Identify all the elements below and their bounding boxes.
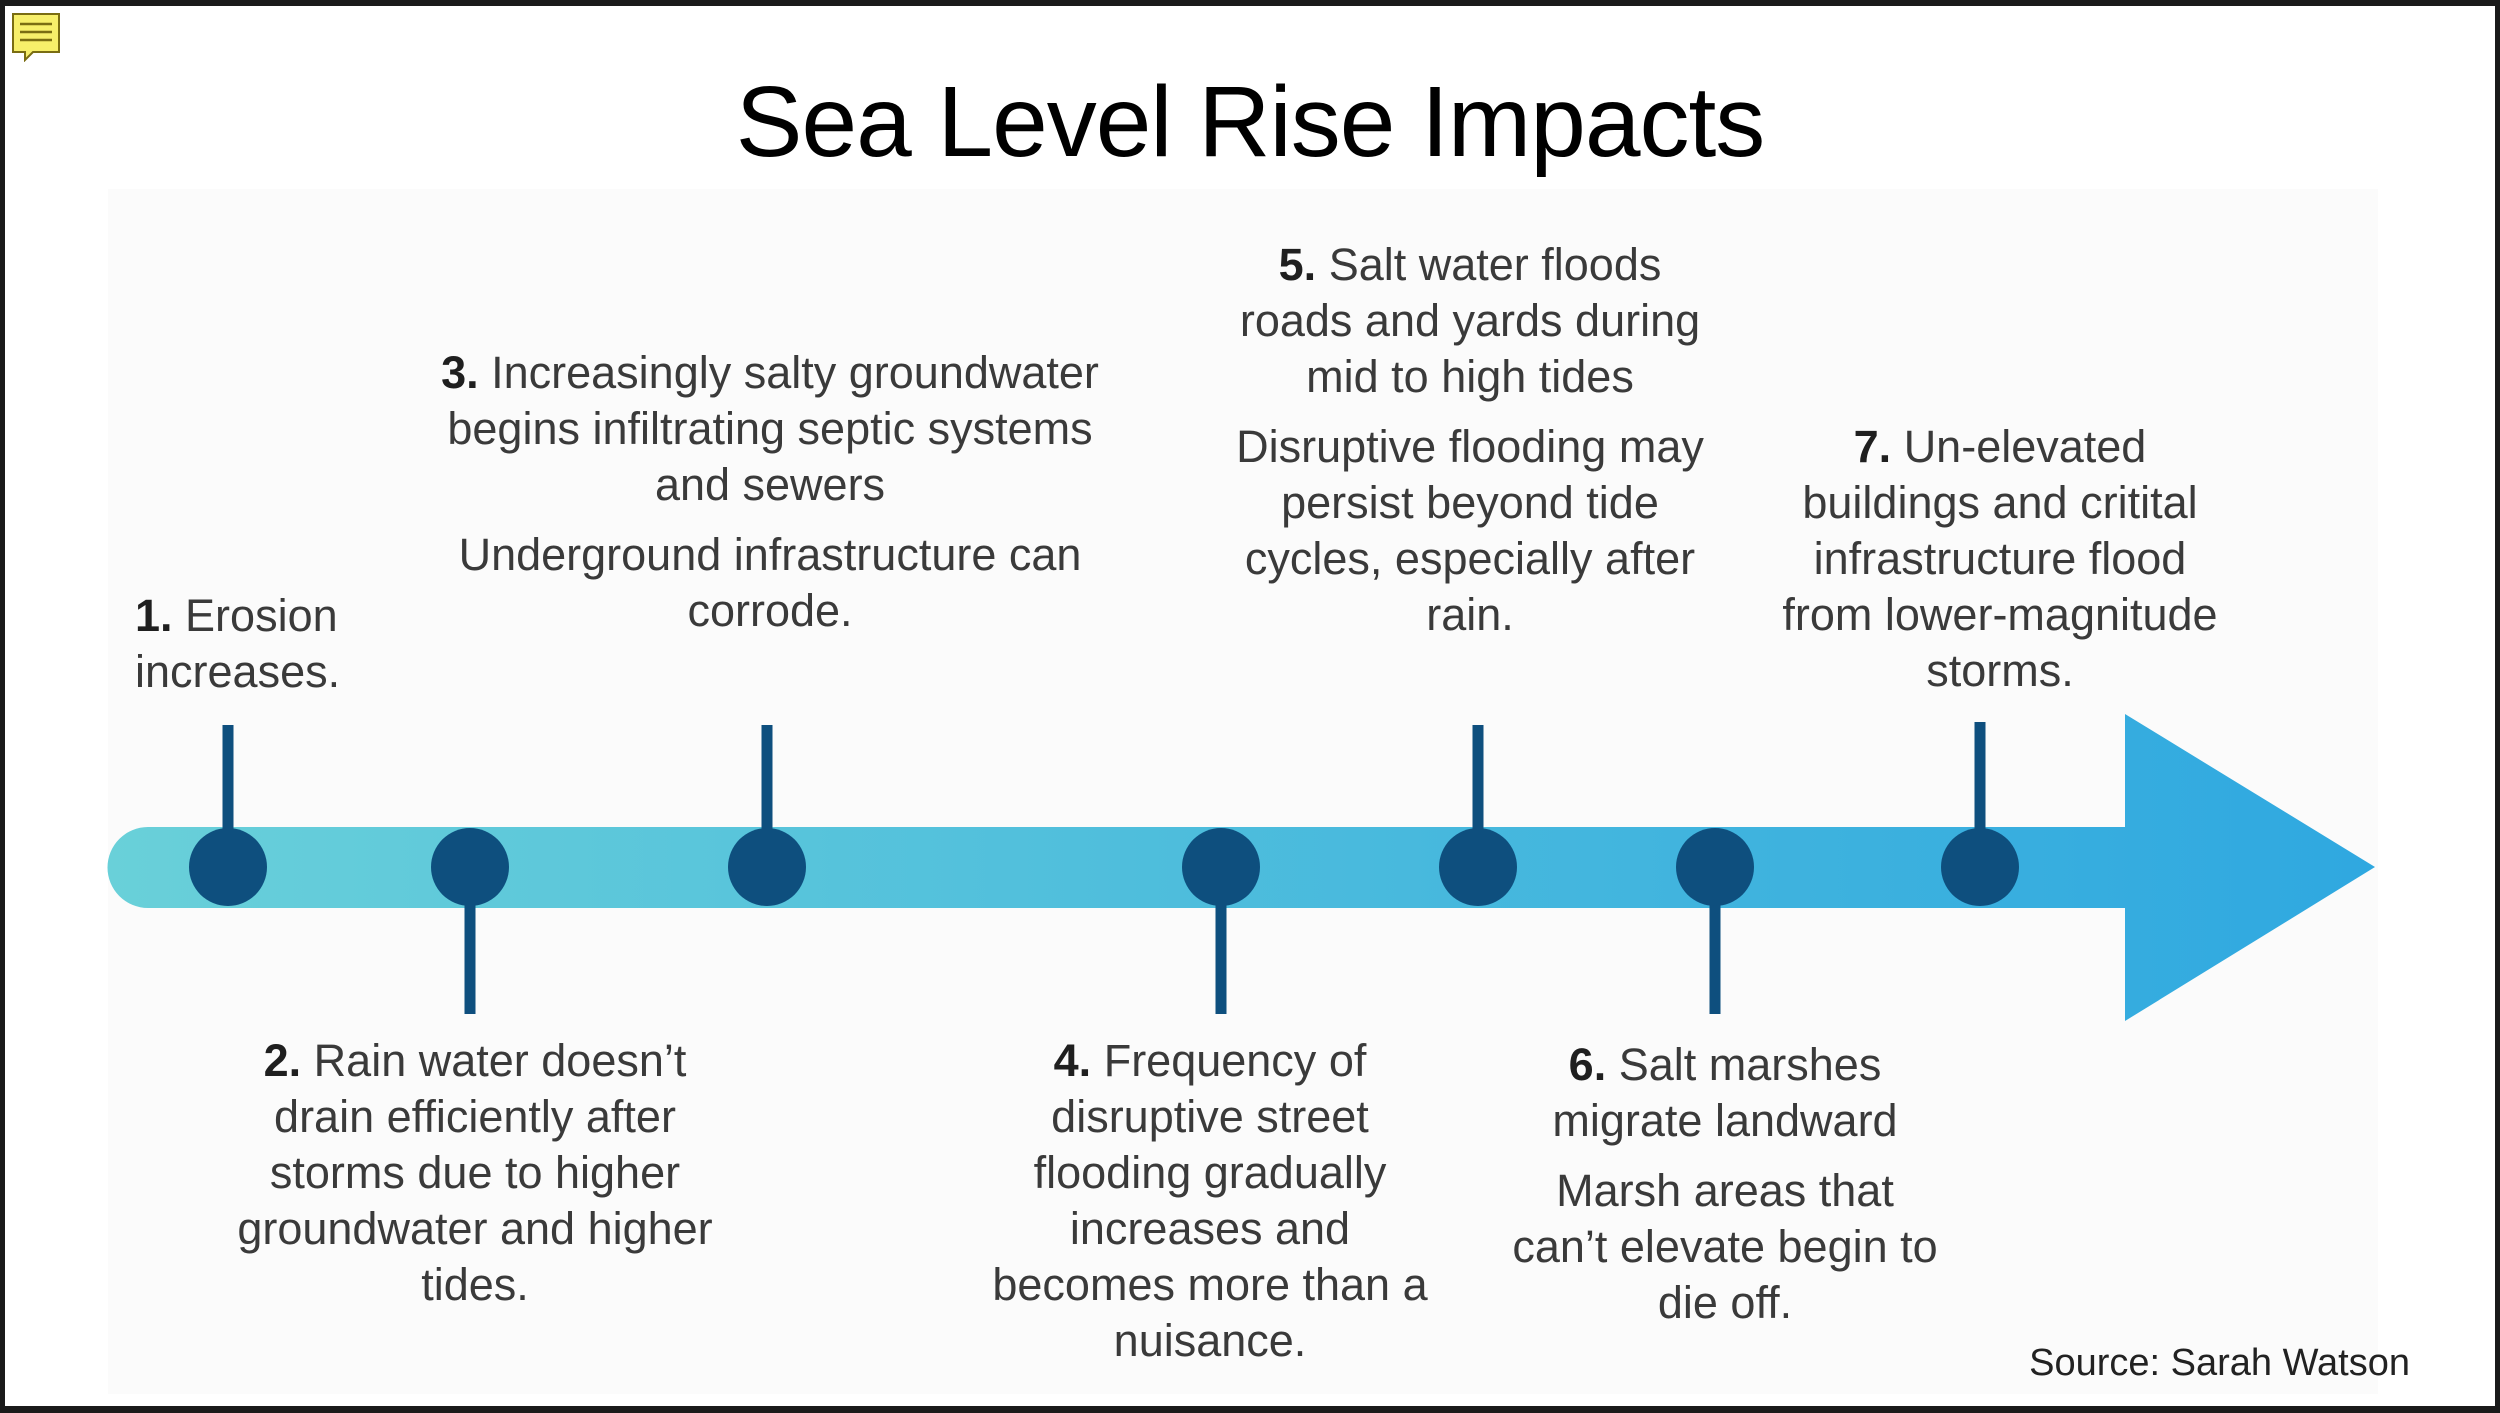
source-credit: Source: Sarah Watson: [2029, 1342, 2410, 1384]
timeline-diagram: [107, 714, 2375, 1021]
event-3-label: 3. Increasingly salty groundwater begins…: [435, 345, 1105, 639]
slide-title: Sea Level Rise Impacts: [735, 66, 1766, 178]
event-1-marker: [189, 725, 267, 906]
event-2-text: Rain water doesn’t drain efficiently aft…: [237, 1035, 713, 1310]
event-5-label: 5. Salt water floods roads and yards dur…: [1230, 237, 1710, 643]
comment-note-icon[interactable]: [11, 12, 61, 62]
event-5-detail: Disruptive flooding may persist beyond t…: [1236, 421, 1704, 640]
event-3-detail: Underground infrastructure can corrode.: [458, 529, 1082, 636]
event-5-text: Salt water floods roads and yards during…: [1239, 239, 1701, 402]
diagram-panel: [108, 189, 2378, 1394]
event-4-marker: [1182, 828, 1260, 1014]
event-7-marker: [1941, 722, 2019, 906]
slide: Sea Level Rise Impacts 1. Erosion increa…: [5, 6, 2495, 1406]
event-4-label: 4. Frequency of disruptive street floodi…: [980, 1033, 1440, 1369]
event-5-marker: [1439, 725, 1517, 906]
event-2-marker: [431, 828, 509, 1014]
event-2-label: 2. Rain water doesn’t drain efficiently …: [230, 1033, 720, 1313]
event-5-number: 5.: [1278, 239, 1317, 290]
event-2-number: 2.: [263, 1035, 302, 1086]
event-3-number: 3.: [441, 347, 479, 398]
event-7-text: Un-elevated buildings and critital infra…: [1782, 421, 2218, 696]
event-3-marker: [728, 725, 806, 906]
event-6-detail: Marsh areas that can’t elevate begin to …: [1512, 1165, 1938, 1328]
event-1-text: Erosion increases.: [135, 590, 341, 697]
event-4-number: 4.: [1053, 1035, 1092, 1086]
timeline-markers: [189, 722, 2019, 1014]
event-6-label: 6. Salt marshes migrate landward Marsh a…: [1510, 1037, 1940, 1331]
event-6-marker: [1676, 828, 1754, 1014]
event-6-text: Salt marshes migrate landward: [1552, 1039, 1898, 1146]
event-6-number: 6.: [1568, 1039, 1607, 1090]
event-1-label: 1. Erosion increases.: [135, 588, 365, 700]
event-7-number: 7.: [1853, 421, 1892, 472]
event-7-label: 7. Un-elevated buildings and critital in…: [1770, 419, 2230, 699]
event-1-number: 1.: [135, 590, 173, 641]
event-4-text: Frequency of disruptive street flooding …: [992, 1035, 1428, 1366]
event-3-text: Increasingly salty groundwater begins in…: [447, 347, 1099, 510]
